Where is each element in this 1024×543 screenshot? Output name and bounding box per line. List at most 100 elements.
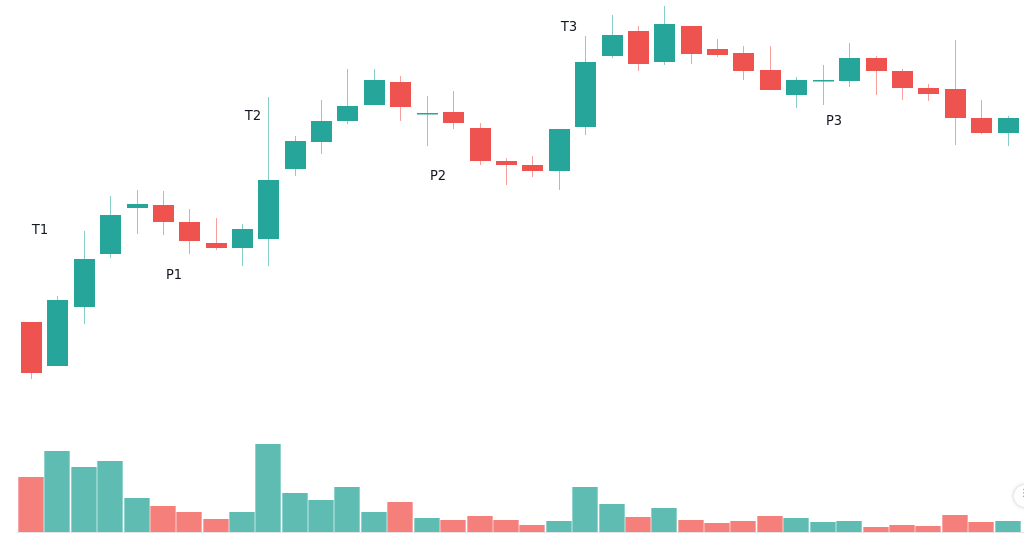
candle-body <box>153 205 174 222</box>
volume-bar <box>546 521 572 532</box>
candle <box>760 46 781 90</box>
candle <box>786 77 807 108</box>
volume-bar <box>730 521 756 532</box>
volume-bar <box>334 487 360 532</box>
candle <box>892 69 913 100</box>
volume-bar <box>863 527 889 532</box>
volume-bar <box>599 504 625 532</box>
candle <box>813 65 834 105</box>
candle <box>522 156 543 177</box>
candle <box>945 40 966 145</box>
candle-body <box>258 180 279 239</box>
candle-body <box>786 80 807 95</box>
candle-body <box>602 35 623 56</box>
candle <box>654 6 675 65</box>
pattern-label-p2: P2 <box>430 169 446 184</box>
candle <box>575 36 596 135</box>
volume-bar <box>651 508 677 532</box>
candle-body <box>337 106 358 121</box>
candle <box>311 100 332 154</box>
volume-bar <box>810 522 836 532</box>
scroll-handle[interactable]: ⋮ <box>1014 485 1024 507</box>
volume-bar <box>229 512 255 532</box>
candles <box>21 6 1019 379</box>
volume-bars <box>18 444 1021 532</box>
volume-bar <box>203 519 229 532</box>
candle-body <box>918 88 939 94</box>
candle-body <box>549 129 570 171</box>
candle-body <box>496 161 517 165</box>
pattern-labels: T1 P1 T2 P2 T3 P3 <box>31 20 842 283</box>
volume-bar <box>97 461 123 532</box>
volume-bar <box>836 521 862 532</box>
candle <box>179 209 200 254</box>
candle-body <box>390 82 411 107</box>
candle <box>364 69 385 105</box>
candle <box>74 231 95 324</box>
candle-body <box>733 53 754 71</box>
candle-body <box>998 118 1019 133</box>
candle <box>707 39 728 57</box>
volume-bar <box>150 506 176 532</box>
candle-body <box>100 215 121 254</box>
volume-bar <box>572 487 598 532</box>
pattern-label-p3: P3 <box>826 114 842 129</box>
volume-bar <box>625 517 651 532</box>
candle-body <box>364 80 385 105</box>
volume-bar <box>968 522 994 532</box>
candle <box>127 190 148 234</box>
candle <box>681 26 702 64</box>
candle <box>628 26 649 71</box>
pattern-label-p1: P1 <box>166 268 182 283</box>
volume-bar <box>361 512 387 532</box>
candle <box>866 56 887 95</box>
candle <box>443 91 464 129</box>
candle-body <box>311 121 332 142</box>
candle <box>417 96 438 146</box>
candle <box>470 123 491 165</box>
candle <box>998 116 1019 146</box>
volume-bar <box>255 444 281 532</box>
volume-bar <box>308 500 334 532</box>
candle <box>602 15 623 58</box>
volume-bar <box>467 516 493 532</box>
pattern-label-t1: T1 <box>31 223 48 238</box>
candle <box>549 129 570 190</box>
candle <box>47 296 68 366</box>
pattern-label-t2: T2 <box>244 109 261 124</box>
candle <box>496 158 517 185</box>
candle <box>100 196 121 258</box>
candle-body <box>443 112 464 123</box>
volume-bar <box>942 515 968 532</box>
candle <box>258 97 279 266</box>
candle <box>232 224 253 266</box>
volume-bar <box>414 518 440 532</box>
volume-bar <box>44 451 70 532</box>
candle-body <box>575 62 596 127</box>
candle-body <box>839 58 860 81</box>
candle-body <box>707 49 728 55</box>
candle <box>733 46 754 80</box>
volume-bar <box>519 525 545 532</box>
candle-body <box>681 26 702 54</box>
volume-bar <box>678 520 704 532</box>
candle <box>285 136 306 176</box>
candle <box>337 69 358 124</box>
candle-body <box>654 24 675 62</box>
volume-bar <box>440 520 466 532</box>
candle-body <box>127 204 148 208</box>
candle <box>21 322 42 379</box>
candle-body <box>470 128 491 161</box>
volume-bar <box>71 467 97 532</box>
candle-body <box>813 80 834 82</box>
candle <box>153 191 174 235</box>
candle-body <box>232 229 253 248</box>
candle-body <box>74 259 95 307</box>
volume-bar <box>493 520 519 532</box>
volume-bar <box>282 493 308 532</box>
candle-body <box>628 31 649 64</box>
candle <box>839 43 860 87</box>
volume-bar <box>915 526 941 532</box>
volume-bar <box>757 516 783 532</box>
